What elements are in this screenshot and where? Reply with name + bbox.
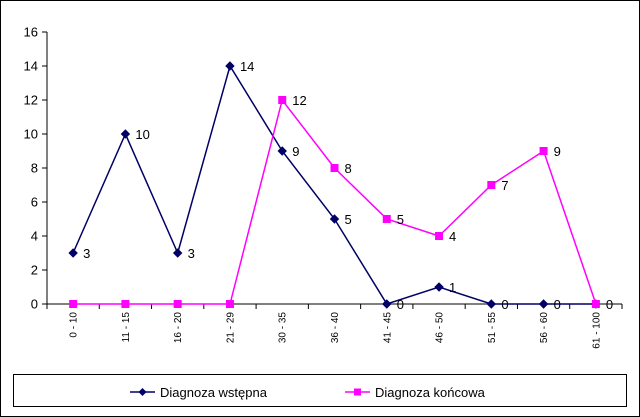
data-point bbox=[120, 129, 131, 139]
data-label: 4 bbox=[449, 229, 456, 244]
y-tick-label: 4 bbox=[31, 229, 38, 244]
data-point bbox=[382, 215, 391, 223]
data-point bbox=[329, 214, 340, 224]
legend-marker bbox=[354, 388, 361, 396]
data-label: 0 bbox=[606, 297, 613, 312]
legend-label: Diagnoza wstępna bbox=[160, 385, 268, 400]
data-label: 9 bbox=[292, 144, 299, 159]
data-point bbox=[538, 299, 549, 309]
data-label: 1 bbox=[449, 280, 456, 295]
legend-item-1: Diagnoza wstępna bbox=[130, 385, 268, 400]
x-tick-label: 61 - 100 bbox=[591, 312, 602, 349]
data-point bbox=[434, 282, 444, 292]
y-axis-ticks: 0 2 4 6 8 10 12 14 16 bbox=[24, 25, 47, 312]
x-tick-label: 30 - 35 bbox=[278, 312, 289, 344]
x-tick-label: 36 - 40 bbox=[330, 312, 341, 344]
data-label: 0 bbox=[397, 297, 404, 312]
data-point bbox=[277, 146, 287, 156]
data-point bbox=[225, 300, 234, 308]
y-tick-label: 10 bbox=[24, 127, 38, 142]
legend-marker bbox=[138, 388, 147, 396]
data-point bbox=[278, 96, 287, 104]
data-point bbox=[591, 300, 600, 308]
x-tick-label: 46 - 50 bbox=[435, 312, 446, 344]
series-2: 12 8 5 4 7 9 bbox=[69, 93, 600, 308]
data-label: 9 bbox=[554, 144, 561, 159]
data-label: 5 bbox=[397, 212, 404, 227]
data-label: 10 bbox=[135, 127, 149, 142]
data-label: 8 bbox=[345, 161, 352, 176]
y-tick-label: 8 bbox=[31, 161, 38, 176]
x-tick-label: 11 - 15 bbox=[121, 312, 132, 343]
data-point bbox=[539, 147, 548, 155]
x-tick-label: 41 - 45 bbox=[382, 312, 393, 344]
data-label: 7 bbox=[501, 178, 508, 193]
data-label: 3 bbox=[83, 246, 90, 261]
data-point bbox=[382, 299, 392, 309]
y-tick-label: 0 bbox=[31, 297, 38, 312]
data-point bbox=[121, 300, 130, 308]
y-tick-label: 14 bbox=[24, 59, 38, 74]
x-tick-label: 56 - 60 bbox=[539, 312, 550, 344]
x-tick-label: 51 - 55 bbox=[487, 312, 498, 344]
data-point bbox=[435, 232, 444, 240]
legend-box bbox=[13, 374, 627, 407]
legend-label: Diagnoza końcowa bbox=[375, 385, 486, 400]
data-point bbox=[172, 248, 183, 258]
y-tick-label: 6 bbox=[31, 195, 38, 210]
legend: Diagnoza wstępna Diagnoza końcowa bbox=[13, 374, 627, 407]
y-tick-label: 2 bbox=[31, 263, 38, 278]
data-point bbox=[69, 300, 78, 308]
x-tick-label: 21 - 29 bbox=[225, 312, 236, 344]
legend-item-2: Diagnoza końcowa bbox=[345, 385, 486, 400]
data-label: 0 bbox=[554, 297, 561, 312]
x-axis-ticks: 0 - 10 11 - 15 16 - 20 21 - 29 30 - 35 36 - 4… bbox=[46, 304, 623, 349]
y-tick-label: 16 bbox=[24, 25, 38, 40]
y-tick-label: 12 bbox=[24, 93, 38, 108]
data-point bbox=[486, 299, 497, 309]
x-tick-label: 0 - 10 bbox=[69, 312, 80, 338]
data-point bbox=[330, 164, 339, 172]
data-point bbox=[173, 300, 182, 308]
data-point bbox=[487, 181, 496, 189]
data-label: 14 bbox=[240, 59, 254, 74]
data-label: 3 bbox=[188, 246, 195, 261]
data-label: 5 bbox=[345, 212, 352, 227]
x-tick-label: 16 - 20 bbox=[173, 312, 184, 344]
data-point bbox=[225, 61, 235, 71]
data-label: 12 bbox=[292, 93, 306, 108]
data-point bbox=[68, 248, 78, 258]
data-label: 0 bbox=[501, 297, 508, 312]
